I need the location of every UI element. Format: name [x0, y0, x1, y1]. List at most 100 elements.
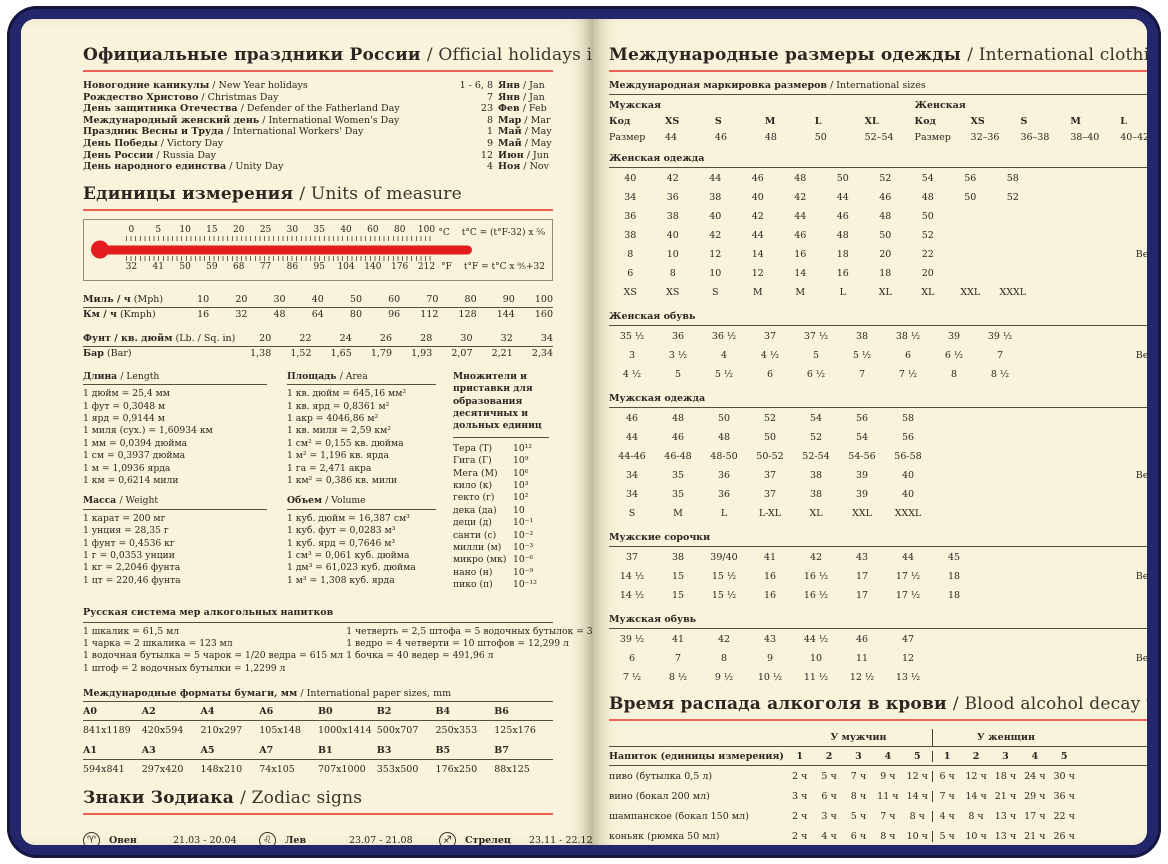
table-cell: 1,38 [250, 348, 272, 360]
prefix-value: 10⁻⁶ [513, 554, 534, 566]
table-cell: 38 [809, 489, 823, 500]
table-cell: XXXL [999, 287, 1027, 298]
table-cell: 54 [921, 173, 934, 184]
table-cell: 35 [671, 470, 685, 481]
table-cell: 39 ½ [987, 331, 1013, 342]
table-cell: 5 [913, 750, 921, 762]
prefix-name: гекто (г) [453, 492, 495, 504]
table-cell: 52 [921, 230, 934, 241]
prefix-value: 10² [513, 492, 529, 504]
table-cell: XS [970, 115, 985, 127]
table-cell: 7 ½ [622, 672, 642, 683]
zodiac-title: Знаки Зодиака / Zodiac signs [83, 788, 553, 816]
table-cell: 44 ½ [803, 634, 829, 645]
table-cell: B0 [318, 706, 333, 718]
country-label: Великобритания [1135, 350, 1147, 361]
table-cell: 125x176 [494, 725, 536, 737]
prefix-value: 10⁹ [513, 455, 529, 467]
table-cell: 6 ч [850, 830, 867, 842]
table-cell: 95 [313, 261, 325, 272]
table-cell: 52 [809, 432, 823, 443]
table-cell: 36 [717, 470, 731, 481]
table-cell: 841x1189 [83, 725, 131, 737]
prefix-name: деци (д) [453, 517, 492, 529]
clothing-sizes-title: Международные размеры одежды / Internati… [609, 45, 1147, 72]
measure-columns: Длина / Length 1 дюйм = 25,4 мм 1 фут = 0… [83, 371, 553, 596]
size-table-header: Женская одежда [609, 151, 1147, 168]
table-cell: 15 ½ [711, 590, 737, 601]
table-cell: 16 [763, 590, 777, 601]
bar-row: Бар (Bar) 1,38 1,52 1,65 1,79 1,93 2,07 2,21 2,3… [83, 347, 553, 362]
table-cell: 2 [825, 750, 833, 762]
holiday-month: Янв / Jan [498, 91, 545, 103]
table-cell: 2 [972, 750, 980, 762]
table-cell: 7 ч [880, 810, 896, 822]
area-volume-column: Площадь / Area 1 кв. дюйм = 645,16 мм² 1 … [287, 371, 453, 596]
table-cell: 13 ч [994, 830, 1017, 842]
celsius-formula: °C t°C = (t°F-32) x ⁵⁄₉ [438, 227, 545, 238]
table-cell: 2,21 [491, 348, 513, 360]
prefix-name: кило (к) [453, 480, 493, 491]
list-line: 1 куб. фут = 0,0283 м³ [287, 525, 396, 537]
paper-sizes-table: Международные форматы бумаги, мм / Inter… [83, 688, 553, 780]
table-cell: 14 [751, 249, 764, 260]
table-cell: 46 [836, 211, 849, 222]
table-cell: 2 ч [792, 830, 808, 842]
table-cell: XL [809, 508, 823, 519]
table-cell: 34 [540, 332, 553, 344]
table-cell: 56 [855, 413, 869, 424]
list-line: 1 фунт = 0,4536 кг [83, 537, 175, 549]
table-cell: 8 [627, 249, 634, 260]
table-cell: 6 ч [931, 770, 961, 782]
mph-row: Миль / ч (Mph) 10 20 30 40 50 60 70 80 90 100 [83, 293, 553, 309]
holiday-name: Международный женский день / Internation… [83, 114, 400, 126]
table-cell: XS [666, 287, 680, 298]
table-cell: 20 [879, 249, 892, 260]
table-cell: 12 ч [906, 770, 928, 782]
table-cell: 3 [855, 750, 862, 762]
size-tables: Женская одежда40424446485052545658Россия… [609, 151, 1147, 687]
table-cell: 42 [666, 173, 679, 184]
holiday-row: Новогодние каникулы / New Year holidays 1… [83, 80, 553, 92]
table-cell: L-XL [758, 508, 782, 519]
holiday-month: Фев / Feb [498, 103, 547, 115]
table-cell: M [795, 287, 806, 298]
mens-marking-header: Мужская [609, 100, 662, 111]
prefix-value: 10 [513, 504, 525, 516]
table-cell: 50-52 [756, 451, 784, 462]
drink-row: шампанское (бокал 150 мл) 2 ч 3 ч 5 ч 7 ч 8 ч… [609, 806, 1147, 826]
list-line: 1 см² = 0,155 кв. дюйма [287, 437, 404, 449]
holiday-month: Май / May [498, 126, 552, 138]
table-cell: 44 [794, 211, 807, 222]
list-line: 1 кв. миля = 2,59 км² [287, 425, 391, 437]
table-cell: A0 [83, 706, 97, 718]
table-cell: 40 [901, 470, 915, 481]
table-cell: 210x297 [200, 725, 243, 737]
table-cell: 44 [901, 552, 915, 563]
table-cell: 8 [950, 369, 958, 380]
holiday-month: Ноя / Nov [498, 161, 549, 173]
table-cell: 18 ч [994, 770, 1017, 782]
table-cell: 52 [1006, 192, 1019, 203]
table-cell: 5 [812, 350, 820, 361]
table-cell: 15 [206, 224, 218, 235]
holiday-day: 8 [486, 114, 493, 126]
zodiac-section: Знаки Зодиака / Zodiac signs ♈ Овен 21.03 … [83, 788, 593, 845]
size-row: S M L L-XL XL XXL XXXL [609, 504, 1147, 523]
weight-header: Масса / Weight [83, 495, 267, 510]
table-cell: M [764, 115, 776, 127]
table-cell: S [714, 115, 722, 127]
celsius-scale: 0 5 10 15 20 25 30 35 40 60 80 100 [118, 225, 440, 235]
table-cell: 17 ½ [895, 590, 921, 601]
prefix-name: санти (с) [453, 529, 497, 541]
table-cell: 42 [809, 552, 823, 563]
holidays-list: Новогодние каникулы / New Year holidays 1… [83, 80, 553, 173]
list-line: 1 шкалик = 61,5 мл [83, 625, 180, 637]
table-cell: 43 [763, 634, 777, 645]
table-cell: 48 [717, 432, 731, 443]
zodiac-стрелец-icon: ♐ [439, 831, 456, 845]
size-table: Женская одежда40424446485052545658Россия… [609, 151, 1147, 302]
table-cell: 52-54 [802, 451, 830, 462]
table-cell: L [814, 115, 822, 127]
